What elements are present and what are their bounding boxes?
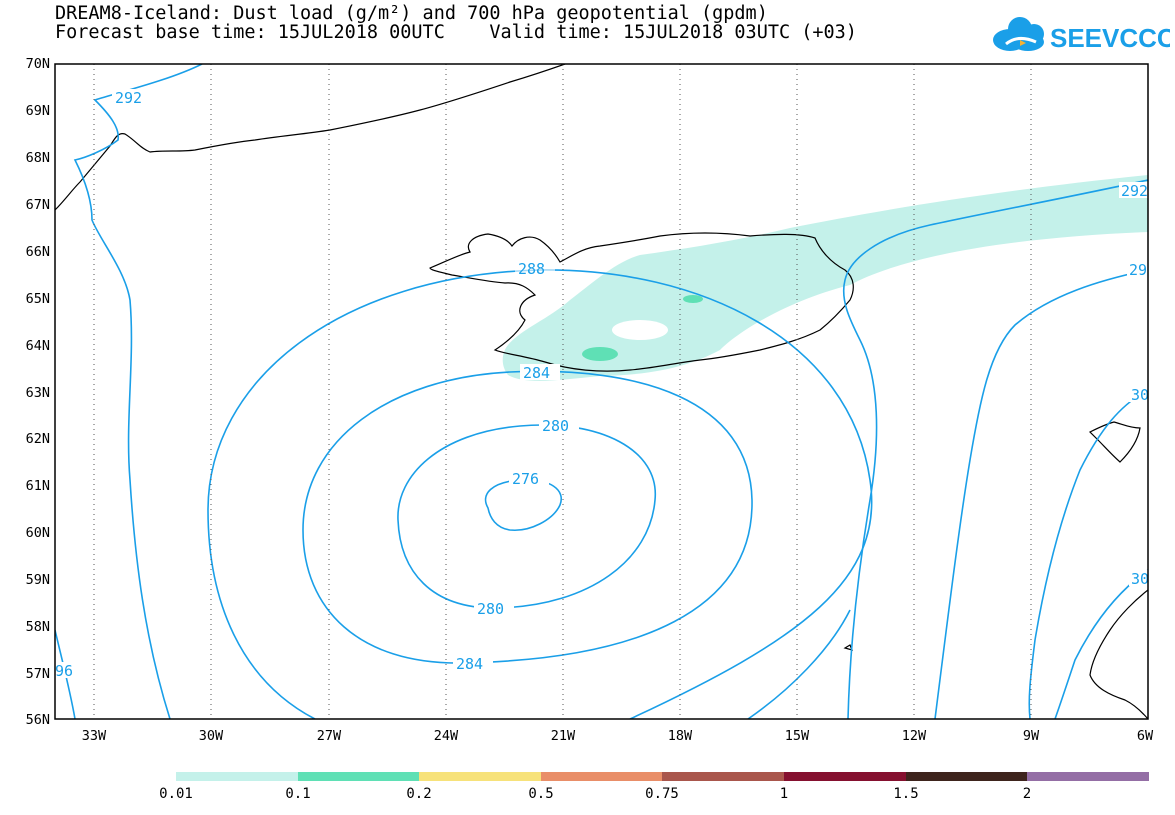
contour-label-30-b: 30 (1131, 570, 1149, 588)
colorbar-swatch-7 (1027, 772, 1149, 781)
dust-patch-a (582, 347, 618, 361)
lat-label-63n: 63N (25, 385, 50, 401)
colorbar-swatch-3 (541, 772, 662, 781)
contour-label-284-bottom: 284 (456, 655, 483, 673)
colorbar-label-4: 0.75 (645, 786, 679, 802)
contour-300-a (1028, 389, 1148, 719)
lon-label-18w: 18W (667, 728, 693, 744)
colorbar-label-0: 0.01 (159, 786, 193, 802)
map-frame (54, 63, 1149, 720)
map-title: DREAM8-Iceland: Dust load (g/m²) and 700… (55, 3, 768, 24)
lat-label-62n: 62N (25, 431, 50, 447)
lat-label-56n: 56N (25, 712, 50, 728)
contour-296-east (934, 269, 1148, 719)
colorbar-swatch-4 (662, 772, 784, 781)
faroe-coastline (1088, 421, 1141, 463)
colorbar-swatch-5 (784, 772, 906, 781)
greenland-coastline (55, 64, 566, 211)
lat-label-60n: 60N (25, 525, 50, 541)
colorbar-swatch-6 (906, 772, 1027, 781)
cloud-icon (993, 17, 1044, 51)
contour-label-96: 96 (55, 662, 73, 680)
contour-label-276: 276 (512, 470, 539, 488)
lat-label-66n: 66N (25, 244, 50, 260)
colorbar-swatch-0 (176, 772, 298, 781)
lon-label-15w: 15W (784, 728, 810, 744)
contour-284 (302, 370, 753, 664)
logo-text: SEEVCCC (1050, 23, 1170, 53)
contour-label-30-a: 30 (1131, 386, 1149, 404)
contour-288-east (747, 609, 851, 719)
colorbar-label-6: 1.5 (893, 786, 919, 802)
lat-label-69n: 69N (25, 103, 50, 119)
contour-label-292-right: 292 (1121, 182, 1148, 200)
contour-label-292-top: 292 (115, 89, 142, 107)
contour-276 (484, 479, 562, 531)
map-subtitle: Forecast base time: 15JUL2018 00UTC Vali… (55, 22, 857, 43)
lon-label-6w: 6W (1136, 728, 1154, 744)
lat-label-64n: 64N (25, 338, 50, 354)
colorbar-label-3: 0.5 (528, 786, 554, 802)
colorbar-label-7: 2 (1022, 786, 1032, 802)
contour-292-west (73, 64, 203, 719)
lon-label-27w: 27W (316, 728, 342, 744)
dust-patch-b (683, 295, 703, 303)
contour-300-b (1054, 569, 1148, 719)
graticule (93, 64, 1032, 719)
contour-label-29: 29 (1129, 261, 1147, 279)
contour-292-east (842, 179, 1148, 719)
lon-label-12w: 12W (901, 728, 927, 744)
dust-hole (612, 320, 668, 340)
colorbar-label-1: 0.1 (285, 786, 311, 802)
lat-label-57n: 57N (25, 666, 50, 682)
lon-label-33w: 33W (81, 728, 107, 744)
colorbar (176, 772, 1149, 781)
lat-label-61n: 61N (25, 478, 50, 494)
colorbar-swatch-2 (419, 772, 541, 781)
lat-label-65n: 65N (25, 291, 50, 307)
lat-label-58n: 58N (25, 619, 50, 635)
lon-label-21w: 21W (550, 728, 576, 744)
seevccc-logo: SEEVCCC (993, 17, 1170, 53)
colorbar-label-2: 0.2 (406, 786, 432, 802)
colorbar-swatch-1 (298, 772, 419, 781)
lat-label-67n: 67N (25, 197, 50, 213)
contour-280 (397, 424, 656, 609)
lat-label-70n: 70N (25, 56, 50, 72)
contour-label-280-top: 280 (542, 417, 569, 435)
lat-label-68n: 68N (25, 150, 50, 166)
contour-label-284-top: 284 (523, 364, 550, 382)
lon-label-9w: 9W (1022, 728, 1040, 744)
contour-label-288: 288 (518, 260, 545, 278)
colorbar-label-5: 1 (779, 786, 789, 802)
contour-288 (207, 269, 873, 719)
iceland-coastline (429, 232, 854, 372)
contour-label-280-bottom: 280 (477, 600, 504, 618)
lon-label-24w: 24W (433, 728, 459, 744)
lat-label-59n: 59N (25, 572, 50, 588)
norway-coastline (1089, 589, 1148, 719)
lon-label-30w: 30W (198, 728, 224, 744)
